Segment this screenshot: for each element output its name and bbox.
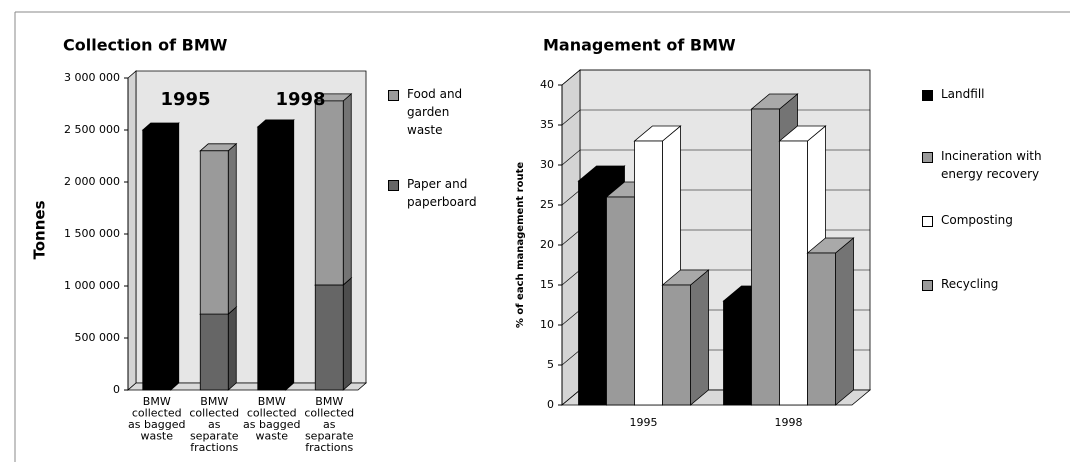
x-tick-label: as bagged	[128, 418, 185, 431]
x-tick-label: 1998	[775, 416, 803, 429]
y-tick-label: 5	[547, 358, 554, 371]
bar-side	[835, 237, 854, 406]
grid-line	[561, 309, 581, 326]
bar-side	[342, 277, 352, 391]
grid-line	[561, 109, 581, 126]
grid-line	[561, 389, 581, 406]
x-tick-label: BMW	[258, 395, 286, 408]
bar-side	[285, 118, 295, 391]
y-tick-label: 500 000	[75, 331, 121, 344]
annotation: 1998	[275, 89, 325, 110]
bar-side	[342, 92, 352, 286]
bar	[142, 129, 172, 391]
grid-line	[561, 189, 581, 206]
legend-item: Recycling	[922, 277, 1052, 293]
x-tick-label: separate	[305, 430, 354, 443]
bar	[314, 100, 344, 286]
x-tick-label: separate	[190, 430, 239, 443]
x-tick-label: collected	[304, 407, 354, 420]
y-tick-label: 1 000 000	[64, 279, 120, 292]
y-axis-title: % of each management route	[515, 162, 526, 329]
legend-item: Landfill	[922, 87, 1052, 103]
x-tick-label: waste	[255, 430, 288, 443]
y-tick-label: 1 500 000	[64, 227, 120, 240]
bar	[578, 180, 607, 406]
x-tick-label: BMW	[143, 395, 171, 408]
y-tick-label: 10	[540, 318, 554, 331]
legend-label: Incineration with energy recovery	[941, 149, 1042, 181]
legend-item: Composting	[922, 213, 1052, 229]
bar	[606, 196, 635, 406]
bar-side	[227, 306, 237, 391]
legend-item: Incineration with energy recovery	[922, 149, 1052, 183]
side-wall	[127, 70, 137, 391]
legend-item: Food and garden waste	[388, 87, 488, 139]
y-tick-label: 40	[540, 78, 554, 91]
y-tick-label: 2 000 000	[64, 175, 120, 188]
bar	[751, 108, 780, 406]
y-tick-label: 2 500 000	[64, 123, 120, 136]
x-tick-label: collected	[189, 407, 239, 420]
bar	[634, 140, 663, 406]
bar-side	[690, 269, 709, 406]
bar	[199, 313, 229, 391]
x-tick-label: collected	[132, 407, 182, 420]
grid-line	[561, 349, 581, 366]
x-tick-label: BMW	[200, 395, 228, 408]
y-tick-label: 35	[540, 118, 554, 131]
y-tick-label: 0	[547, 398, 554, 411]
x-tick-label: waste	[140, 430, 173, 443]
y-tick-label: 15	[540, 278, 554, 291]
grid-line	[561, 269, 581, 286]
x-tick-label: 1995	[630, 416, 658, 429]
x-tick-label: collected	[247, 407, 297, 420]
legend-label: Recycling	[941, 277, 999, 291]
bar	[723, 300, 752, 406]
bar	[257, 126, 287, 391]
legend-item: Paper and paperboard	[388, 177, 488, 211]
bar	[314, 284, 344, 391]
legend-swatch	[388, 90, 399, 101]
chart-title: Management of BMW	[543, 36, 736, 55]
bar	[807, 252, 836, 406]
y-tick-label: 30	[540, 158, 554, 171]
x-tick-label: BMW	[315, 395, 343, 408]
annotation: 1995	[160, 89, 210, 110]
legend-label: Landfill	[941, 87, 985, 101]
legend-swatch	[922, 152, 933, 163]
grid-line	[561, 69, 581, 86]
x-tick-label: as	[323, 418, 336, 431]
y-axis-title: Tonnes	[31, 200, 49, 259]
chart-title: Collection of BMW	[63, 36, 228, 55]
bar-side	[227, 142, 237, 315]
legend-swatch	[922, 90, 933, 101]
x-tick-label: fractions	[305, 441, 353, 454]
bar-side	[170, 122, 180, 391]
x-tick-label: as	[208, 418, 221, 431]
grid-line	[561, 149, 581, 166]
legend-label: Food and garden waste	[407, 87, 463, 137]
legend-swatch	[922, 280, 933, 291]
bar	[199, 150, 229, 315]
y-tick-label: 0	[113, 383, 120, 396]
y-tick-label: 20	[540, 238, 554, 251]
x-tick-label: fractions	[190, 441, 238, 454]
legend-label: Paper and paperboard	[407, 177, 477, 209]
y-tick-label: 25	[540, 198, 554, 211]
legend-swatch	[922, 216, 933, 227]
legend-label: Composting	[941, 213, 1013, 227]
y-tick-label: 3 000 000	[64, 71, 120, 84]
grid-line	[561, 229, 581, 246]
legend-swatch	[388, 180, 399, 191]
bar	[662, 284, 691, 406]
bar	[779, 140, 808, 406]
x-tick-label: as bagged	[243, 418, 300, 431]
